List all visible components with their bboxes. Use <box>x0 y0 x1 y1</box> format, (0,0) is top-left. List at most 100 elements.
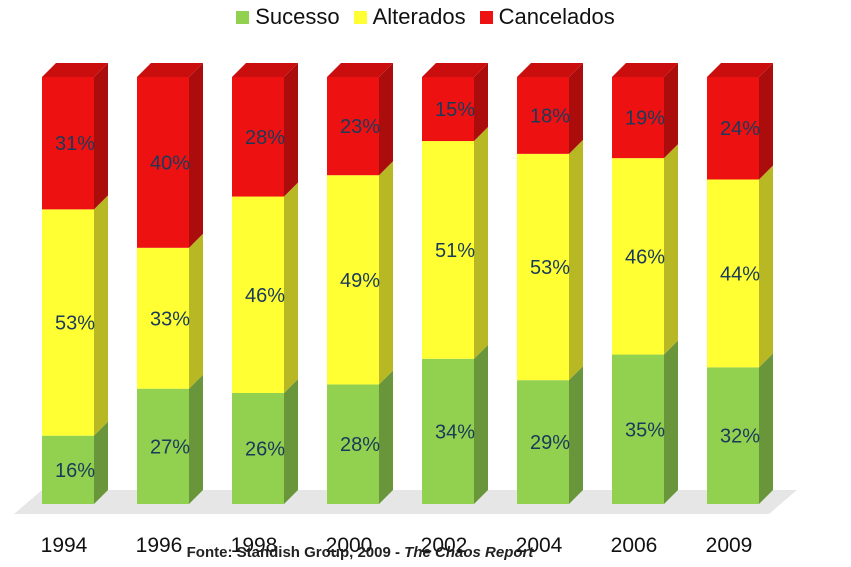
bar-side-sucesso-1994 <box>94 421 108 504</box>
legend-label-cancelados: Cancelados <box>498 4 615 29</box>
x-tick-label-2006: 2006 <box>611 534 658 557</box>
data-label-alterados-2000: 49% <box>340 270 380 292</box>
bar-side-sucesso-2004 <box>569 366 583 504</box>
bar-alterados-1996 <box>137 247 189 389</box>
bar-side-sucesso-2006 <box>664 340 678 504</box>
data-label-sucesso-1996: 27% <box>150 436 190 458</box>
data-label-cancelados-2000: 23% <box>340 116 380 138</box>
bar-cancelados-2006 <box>612 77 664 159</box>
bar-cancelados-1996 <box>137 77 189 248</box>
bar-cancelados-2009 <box>707 77 759 180</box>
x-tick-label-2009: 2009 <box>706 534 753 557</box>
legend-swatch-sucesso <box>236 10 250 24</box>
legend-item-sucesso: Sucesso <box>236 4 340 30</box>
bar-sucesso-2004 <box>517 380 569 504</box>
bar-side-sucesso-2002 <box>474 344 488 504</box>
bar-top-2000 <box>327 63 393 77</box>
bar-alterados-2002 <box>422 141 474 359</box>
data-label-alterados-2002: 51% <box>435 240 475 262</box>
bar-side-sucesso-1996 <box>189 374 203 504</box>
bar-cancelados-1998 <box>232 77 284 197</box>
data-label-sucesso-2009: 32% <box>720 426 760 448</box>
source-prefix: Fonte: Standish Group, 2009 - <box>186 544 405 561</box>
source-report: The Chaos Report <box>404 544 534 561</box>
data-label-alterados-2009: 44% <box>720 263 760 285</box>
data-label-cancelados-1996: 40% <box>150 152 190 174</box>
bar-side-alterados-2000 <box>379 161 393 385</box>
bar-sucesso-1994 <box>42 435 94 504</box>
data-label-cancelados-2004: 18% <box>530 105 570 127</box>
bar-alterados-1998 <box>232 196 284 393</box>
bar-cancelados-2002 <box>422 77 474 142</box>
bar-top-1994 <box>42 63 108 77</box>
data-label-cancelados-2006: 19% <box>625 108 665 130</box>
bar-side-cancelados-1996 <box>189 63 203 248</box>
bar-side-sucesso-2000 <box>379 370 393 504</box>
bar-alterados-2004 <box>517 153 569 381</box>
chart-floor <box>14 490 797 514</box>
data-label-cancelados-2002: 15% <box>435 99 475 121</box>
data-label-alterados-1996: 33% <box>150 308 190 330</box>
bar-top-2009 <box>707 63 773 77</box>
bar-alterados-1994 <box>42 209 94 436</box>
data-label-alterados-2006: 46% <box>625 246 665 268</box>
x-tick-label-1996: 1996 <box>136 534 183 557</box>
bar-top-1998 <box>232 63 298 77</box>
bar-side-alterados-2004 <box>569 139 583 381</box>
data-label-cancelados-2009: 24% <box>720 118 760 140</box>
data-label-alterados-1994: 53% <box>55 313 95 335</box>
bar-alterados-2006 <box>612 158 664 355</box>
bar-sucesso-2009 <box>707 367 759 504</box>
bar-alterados-2000 <box>327 175 379 385</box>
data-label-cancelados-1998: 28% <box>245 127 285 149</box>
bar-side-cancelados-2006 <box>664 63 678 159</box>
bar-cancelados-2004 <box>517 77 569 154</box>
source-caption: Fonte: Standish Group, 2009 - The Chaos … <box>0 544 720 561</box>
data-label-sucesso-1998: 26% <box>245 438 285 460</box>
x-tick-label-2004: 2004 <box>516 534 563 557</box>
bar-side-sucesso-2009 <box>759 353 773 504</box>
bar-side-alterados-2002 <box>474 127 488 359</box>
bar-sucesso-2002 <box>422 358 474 504</box>
bar-side-sucesso-1998 <box>284 378 298 504</box>
bar-cancelados-2000 <box>327 77 379 176</box>
x-tick-label-1998: 1998 <box>231 534 278 557</box>
legend-label-alterados: Alterados <box>372 4 466 29</box>
data-label-sucesso-2000: 28% <box>340 434 380 456</box>
bar-sucesso-1998 <box>232 392 284 504</box>
bar-side-cancelados-2000 <box>379 63 393 176</box>
bar-side-cancelados-2002 <box>474 63 488 142</box>
bar-top-2002 <box>422 63 488 77</box>
data-label-sucesso-2006: 35% <box>625 419 665 441</box>
x-tick-label-1994: 1994 <box>41 534 88 557</box>
bar-side-cancelados-1994 <box>94 63 108 210</box>
bar-sucesso-2006 <box>612 354 664 504</box>
bar-side-cancelados-2009 <box>759 63 773 180</box>
bar-side-alterados-1994 <box>94 195 108 436</box>
bar-top-2004 <box>517 63 583 77</box>
bar-side-cancelados-1998 <box>284 63 298 197</box>
x-tick-label-2000: 2000 <box>326 534 373 557</box>
legend-label-sucesso: Sucesso <box>255 4 340 29</box>
bar-alterados-2009 <box>707 179 759 368</box>
bar-side-cancelados-2004 <box>569 63 583 154</box>
bar-top-1996 <box>137 63 203 77</box>
data-label-sucesso-1994: 16% <box>55 460 95 482</box>
legend-item-alterados: Alterados <box>353 4 466 30</box>
x-tick-label-2002: 2002 <box>421 534 468 557</box>
bar-cancelados-1994 <box>42 77 94 210</box>
bar-side-alterados-2009 <box>759 165 773 368</box>
data-label-cancelados-1994: 31% <box>55 133 95 155</box>
bar-side-alterados-2006 <box>664 144 678 355</box>
legend-swatch-cancelados <box>479 10 493 24</box>
data-label-sucesso-2002: 34% <box>435 421 475 443</box>
data-label-alterados-2004: 53% <box>530 257 570 279</box>
bar-sucesso-2000 <box>327 384 379 504</box>
bar-side-alterados-1996 <box>189 233 203 389</box>
legend-swatch-alterados <box>353 10 367 24</box>
data-label-sucesso-2004: 29% <box>530 432 570 454</box>
bar-top-2006 <box>612 63 678 77</box>
data-label-alterados-1998: 46% <box>245 285 285 307</box>
legend-item-cancelados: Cancelados <box>479 4 615 30</box>
